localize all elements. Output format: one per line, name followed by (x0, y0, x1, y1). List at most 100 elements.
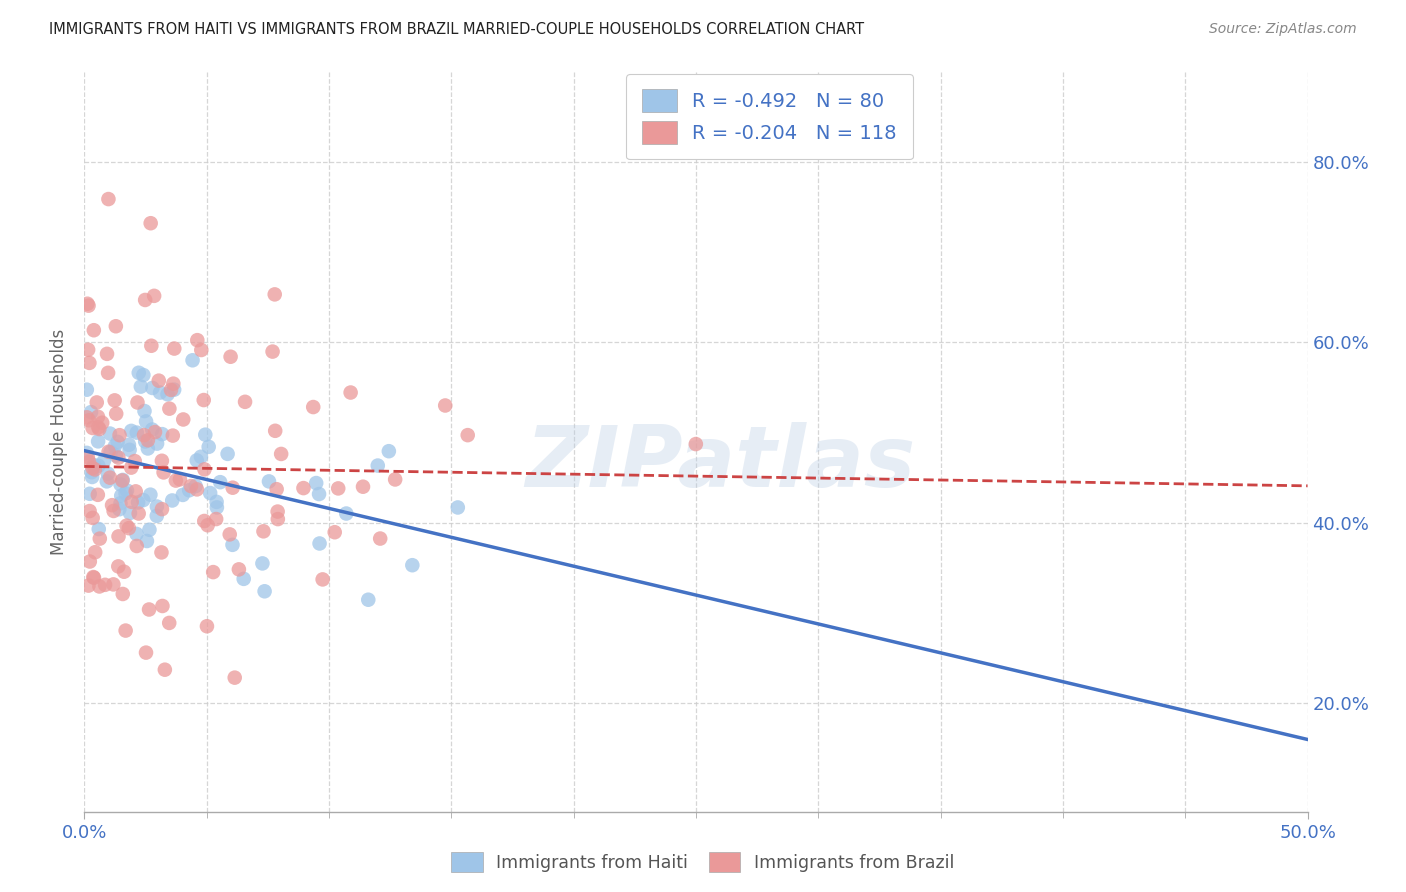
Point (120, 424, 142, 438)
Text: ZIPatlas: ZIPatlas (526, 422, 915, 505)
Point (352, 480, 374, 494)
Point (264, 424, 287, 438)
Point (115, 483, 138, 498)
Point (401, 558, 423, 573)
Point (180, 479, 202, 493)
Point (111, 587, 134, 601)
Point (190, 343, 212, 357)
Point (134, 404, 156, 418)
Point (127, 495, 149, 509)
Point (103, 504, 125, 518)
Point (110, 477, 132, 491)
Point (77, 343, 100, 357)
Point (141, 339, 163, 353)
Point (108, 502, 131, 516)
Point (118, 506, 141, 520)
Point (107, 434, 129, 449)
Point (186, 333, 208, 347)
Point (135, 646, 157, 660)
Point (101, 498, 124, 512)
Point (257, 475, 280, 489)
Point (252, 524, 274, 539)
Point (219, 350, 242, 364)
Point (134, 434, 156, 449)
Point (89, 532, 111, 546)
Point (87, 488, 110, 502)
Point (263, 287, 285, 301)
Point (129, 379, 152, 393)
Point (82, 570, 104, 584)
Point (107, 450, 129, 465)
Point (118, 442, 141, 457)
Point (138, 523, 160, 537)
Point (89, 579, 111, 593)
Point (83, 458, 105, 472)
Point (135, 534, 157, 549)
Text: Source: ZipAtlas.com: Source: ZipAtlas.com (1209, 22, 1357, 37)
Point (194, 427, 217, 442)
Point (82, 470, 104, 484)
Point (87, 458, 110, 473)
Point (110, 496, 132, 510)
Point (368, 532, 391, 546)
Point (157, 401, 180, 416)
Point (197, 518, 219, 533)
Point (89, 422, 111, 436)
Point (111, 474, 134, 488)
Point (172, 488, 194, 502)
Point (100, 445, 122, 459)
Point (160, 493, 183, 508)
Point (82, 511, 104, 525)
Point (83, 323, 105, 337)
Point (79, 554, 101, 568)
Point (104, 393, 127, 408)
Point (252, 557, 274, 571)
Point (114, 486, 136, 500)
Point (262, 344, 284, 359)
Point (84, 545, 107, 559)
Point (357, 592, 380, 607)
Point (136, 434, 159, 448)
Point (76, 383, 98, 397)
Point (367, 458, 389, 473)
Point (302, 400, 325, 414)
Point (179, 483, 201, 498)
Point (156, 387, 179, 401)
Point (163, 342, 186, 356)
Point (339, 385, 361, 400)
Point (228, 562, 250, 576)
Point (114, 624, 136, 638)
Point (221, 481, 243, 495)
Point (138, 602, 160, 616)
Point (148, 374, 170, 388)
Point (139, 216, 162, 230)
Point (195, 619, 218, 633)
Point (205, 512, 228, 526)
Point (146, 508, 169, 523)
Point (125, 425, 148, 440)
Point (378, 444, 401, 458)
Point (311, 573, 333, 587)
Point (190, 450, 212, 464)
Point (97, 366, 120, 380)
Point (120, 460, 142, 475)
Point (118, 438, 141, 452)
Point (79, 356, 101, 370)
Point (82, 421, 104, 435)
Point (87, 434, 110, 449)
Point (77, 299, 100, 313)
Point (233, 394, 256, 409)
Point (267, 512, 290, 526)
Point (80, 405, 103, 419)
Point (152, 466, 174, 480)
Point (79, 504, 101, 518)
Point (328, 482, 350, 496)
Point (186, 483, 208, 497)
Point (96, 475, 118, 489)
Point (77, 455, 100, 469)
Point (94, 578, 117, 592)
Point (125, 484, 148, 499)
Point (270, 447, 292, 461)
Point (136, 442, 159, 456)
Point (132, 428, 155, 442)
